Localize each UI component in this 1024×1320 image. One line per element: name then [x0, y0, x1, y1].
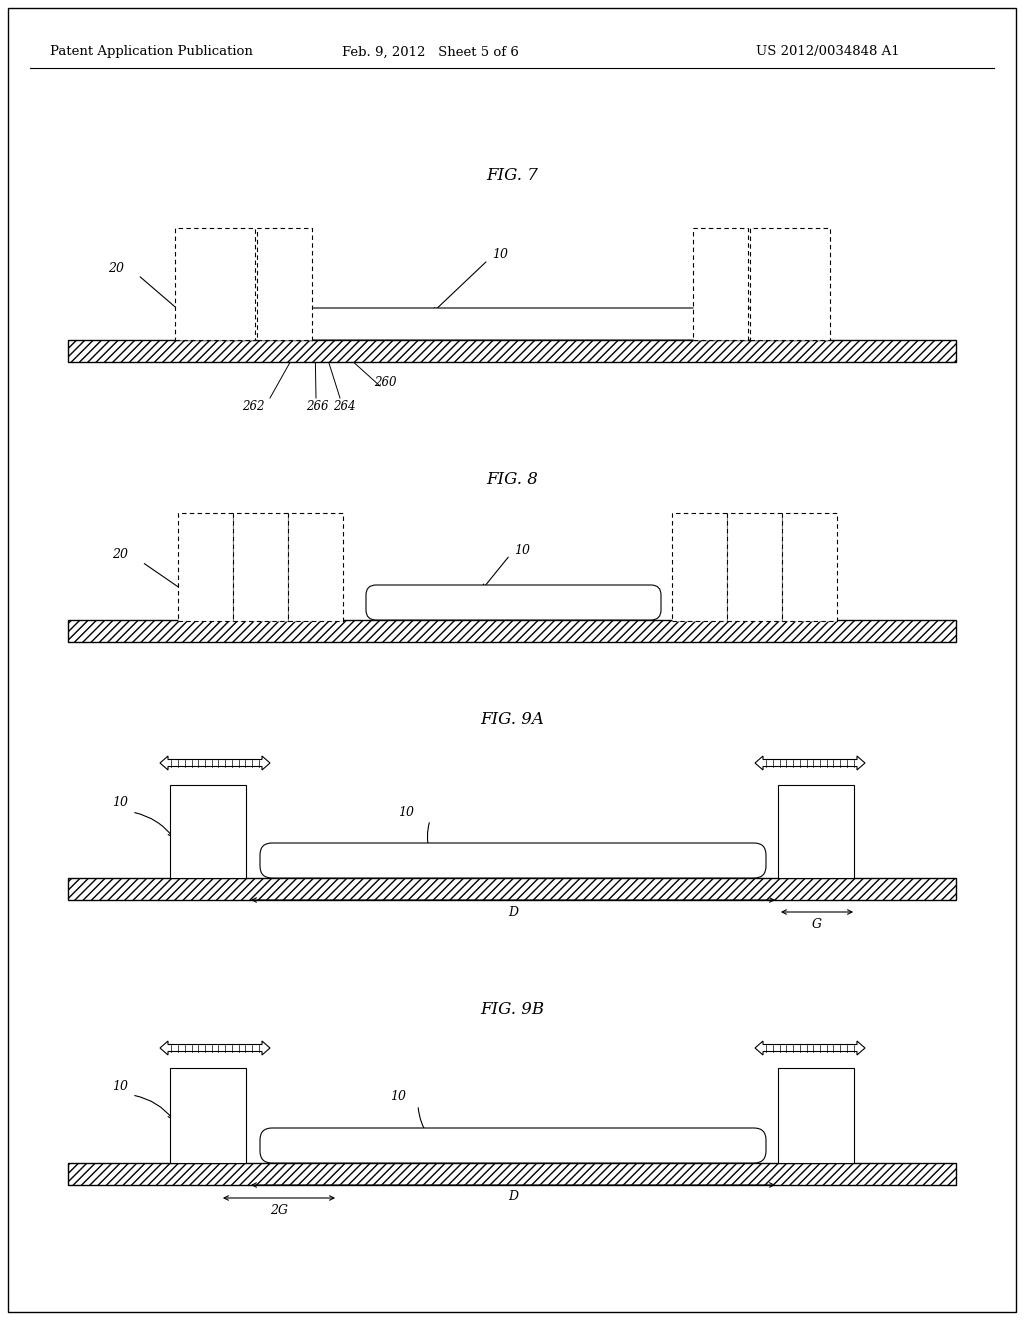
Text: 10: 10 [398, 805, 414, 818]
Polygon shape [755, 1041, 865, 1055]
Bar [68, 341, 956, 362]
Text: 400: 400 [203, 277, 227, 290]
FancyBboxPatch shape [366, 585, 662, 620]
Text: 264: 264 [333, 400, 355, 412]
Text: Feb. 9, 2012   Sheet 5 of 6: Feb. 9, 2012 Sheet 5 of 6 [342, 45, 518, 58]
FancyBboxPatch shape [260, 1129, 766, 1163]
Text: D: D [508, 906, 518, 919]
Text: FIG. 9A: FIG. 9A [480, 711, 544, 729]
Text: FIG. 9B: FIG. 9B [480, 1002, 544, 1019]
Text: 262: 262 [242, 400, 264, 412]
Polygon shape [160, 1041, 270, 1055]
Polygon shape [160, 756, 270, 770]
Text: 200': 200' [270, 277, 298, 290]
FancyBboxPatch shape [266, 308, 760, 341]
Bar [175, 228, 255, 341]
Text: 400: 400 [778, 277, 802, 290]
Text: 260: 260 [374, 375, 396, 388]
Text: 400: 400 [194, 561, 217, 573]
Text: 10: 10 [514, 544, 530, 557]
Bar [727, 513, 782, 620]
Bar [68, 620, 956, 642]
Polygon shape [755, 756, 865, 770]
Text: 10: 10 [112, 1080, 128, 1093]
Text: 200: 200 [687, 561, 712, 573]
Text: D: D [508, 1191, 518, 1204]
Bar [778, 785, 854, 878]
Text: FIG. 8: FIG. 8 [486, 471, 538, 488]
Text: 10: 10 [492, 248, 508, 261]
Bar [693, 228, 748, 341]
Text: 20: 20 [108, 261, 124, 275]
Text: 10: 10 [112, 796, 128, 809]
Bar [778, 1068, 854, 1163]
Text: 2G: 2G [270, 1204, 288, 1217]
Text: 200': 200' [195, 825, 221, 838]
Text: 600: 600 [249, 561, 272, 573]
Text: 200': 200' [803, 1109, 829, 1122]
Bar [257, 228, 312, 341]
Bar [68, 878, 956, 900]
Text: US 2012/0034848 A1: US 2012/0034848 A1 [757, 45, 900, 58]
Text: 400: 400 [798, 561, 821, 573]
Text: 600: 600 [742, 561, 767, 573]
Bar [750, 228, 830, 341]
Bar [68, 1163, 956, 1185]
Text: 266: 266 [306, 400, 329, 412]
Text: FIG. 7: FIG. 7 [486, 166, 538, 183]
Text: 200': 200' [195, 1109, 221, 1122]
Bar [782, 513, 837, 620]
Text: 200': 200' [803, 825, 829, 838]
Text: 200': 200' [707, 277, 734, 290]
Bar [233, 513, 288, 620]
Bar [288, 513, 343, 620]
Text: 10: 10 [390, 1089, 406, 1102]
Bar [672, 513, 727, 620]
Bar [170, 1068, 246, 1163]
Text: Patent Application Publication: Patent Application Publication [50, 45, 253, 58]
FancyBboxPatch shape [260, 843, 766, 878]
Text: G: G [812, 917, 822, 931]
Bar [178, 513, 233, 620]
Text: 20: 20 [112, 549, 128, 561]
Text: 200: 200 [303, 561, 328, 573]
Bar [170, 785, 246, 878]
